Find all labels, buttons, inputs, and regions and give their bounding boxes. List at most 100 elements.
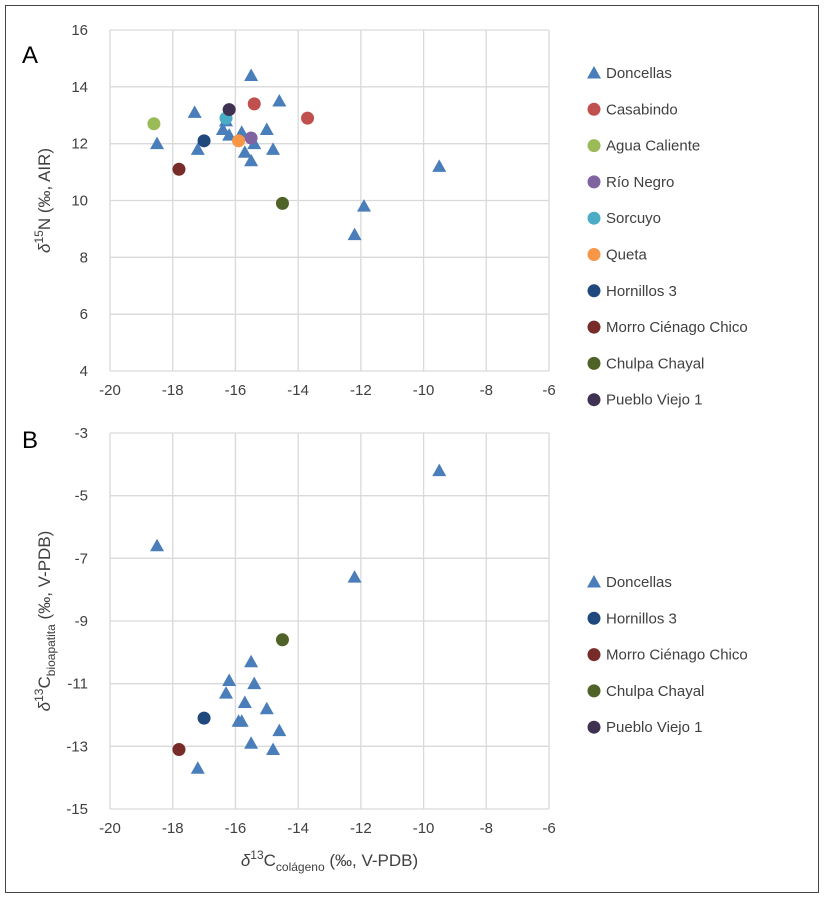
y-tick-label: 10 [71,193,88,210]
legend-label: Chulpa Chayal [606,683,704,700]
data-point-doncellas [219,686,234,699]
legend-marker [587,611,601,625]
legend-marker [587,248,601,261]
y-tick-label: 6 [80,306,88,323]
legend-label: Sorcuyo [606,210,661,227]
legend-label: Hornillos 3 [606,610,677,627]
data-point-queta [232,134,246,148]
x-tick-label: -18 [162,820,184,837]
y-tick-label: -9 [75,613,88,630]
x-tick-label: -16 [225,820,247,837]
x-tick-label: -8 [480,382,493,399]
legend-label: Pueblo Viejo 1 [606,719,702,736]
x-tick-label: -18 [162,382,184,399]
data-point-doncellas [247,676,262,690]
legend-marker [587,284,601,298]
data-point-doncellas [215,122,230,135]
data-point-doncellas [259,701,274,715]
data-point-río-negro [244,131,258,145]
data-point-doncellas [187,105,202,118]
data-point-doncellas [244,68,259,81]
legend-marker [587,320,601,334]
data-point-doncellas [190,761,205,774]
y-axis-label: δ15N (‰, AIR) [32,148,54,253]
y-tick-label: 16 [71,22,88,39]
data-point-doncellas [234,714,249,727]
data-point-pueblo-viejo-1 [222,103,236,117]
legend-label: Casabindo [606,101,678,118]
legend-label: Doncellas [606,574,672,591]
y-axis-label: δ13Cbioapatita (‰, V-PDB) [32,531,58,712]
data-point-doncellas [150,136,165,150]
data-point-casabindo [301,111,315,125]
legend-label: Hornillos 3 [606,283,677,300]
legend-marker [587,356,601,370]
legend-label: Agua Caliente [606,138,700,155]
y-tick-label: 4 [80,363,88,380]
x-tick-label: -8 [480,820,493,837]
data-point-doncellas [432,159,447,172]
data-point-hornillos-3 [197,711,211,725]
data-point-morro-ciénago-chico [172,742,186,756]
legend-label: Morro Ciénago Chico [606,319,748,336]
legend-label: Chulpa Chayal [606,355,704,372]
data-point-doncellas [190,142,205,155]
label-part: colágeno [276,860,325,874]
data-point-doncellas [272,94,287,107]
data-point-doncellas [356,199,371,212]
x-axis-label: δ13Ccolágeno (‰, V-PDB) [241,848,418,874]
label-part: (‰, V-PDB) [35,531,54,625]
label-part: 15 [32,230,46,244]
y-tick-label: -11 [67,676,88,693]
legend-marker [587,393,601,407]
data-point-doncellas [222,128,237,141]
y-tick-label: -7 [75,550,88,567]
legend-marker [587,175,601,189]
legend-label: Río Negro [606,174,674,191]
x-tick-label: -12 [350,382,372,399]
panel-label: B [22,427,38,454]
label-part: δ [35,701,54,711]
legend-marker [587,720,601,734]
data-point-chulpa-chayal [275,633,289,647]
y-tick-label: 12 [71,136,88,153]
x-tick-label: -14 [287,382,309,399]
label-part: (‰, V-PDB) [325,851,419,870]
y-tick-label: -3 [75,425,88,442]
legend-marker [587,211,601,225]
label-part: δ [35,243,54,253]
x-tick-label: -10 [413,820,435,837]
data-point-morro-ciénago-chico [172,162,186,176]
y-tick-label: 8 [80,249,88,266]
label-part: 13 [32,688,46,702]
data-point-doncellas [347,570,362,583]
legend-marker [587,648,601,662]
data-point-doncellas [266,742,281,755]
data-point-doncellas [237,695,252,708]
data-point-hornillos-3 [197,134,211,148]
data-point-doncellas [150,538,165,552]
legend-label: Morro Ciénago Chico [606,647,748,664]
label-part: 13 [250,848,264,862]
y-tick-label: -13 [66,738,88,755]
data-point-doncellas [272,723,287,737]
data-point-doncellas [237,145,252,158]
label-part: bioapatita [44,624,58,676]
x-tick-label: -12 [350,820,372,837]
legend-marker [587,139,601,153]
data-point-doncellas [432,463,447,477]
legend-marker [587,102,601,116]
data-point-doncellas [222,673,237,687]
legend-label: Queta [606,247,648,264]
label-part: N (‰, AIR) [35,148,54,230]
y-tick-label: -15 [66,801,88,818]
data-point-doncellas [244,736,259,749]
legend-marker [587,684,601,698]
label-part: C [35,676,54,688]
legend-marker [587,575,601,588]
data-point-chulpa-chayal [275,196,289,210]
data-point-doncellas [266,142,281,155]
x-tick-label: -14 [287,820,309,837]
